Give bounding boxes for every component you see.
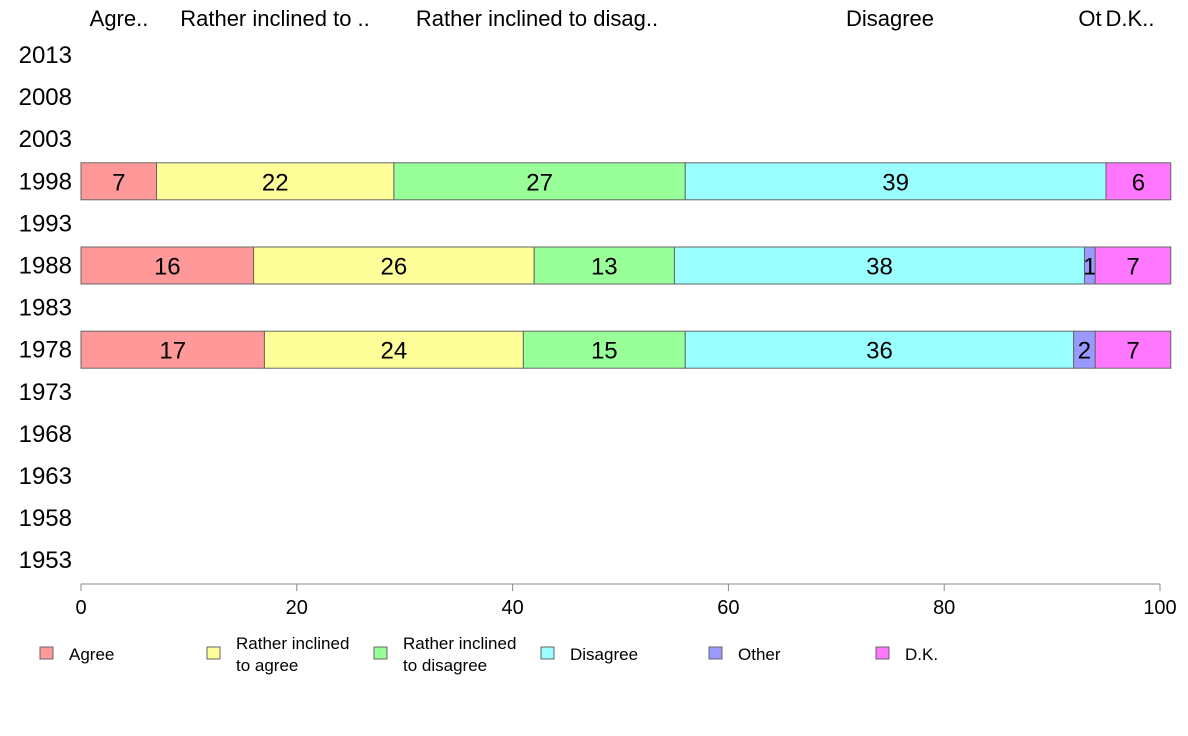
data-label-rather-inclined-to-disagree-1998: 27 (526, 169, 553, 196)
bar-segment-d-k-1988 (1094, 246, 1172, 285)
bar-segment-disagree-1978 (684, 330, 1075, 369)
data-label-rather-inclined-to-agree-1978: 24 (381, 338, 408, 365)
year-label-1953: 1953 (19, 547, 72, 574)
year-label-2008: 2008 (19, 84, 72, 111)
year-label-1983: 1983 (19, 295, 72, 322)
legend-swatch-other (708, 646, 723, 660)
data-label-disagree-1978: 36 (866, 338, 893, 365)
x-tick-label-100: 100 (1143, 597, 1176, 619)
data-label-disagree-1988: 38 (866, 254, 893, 281)
data-label-agree-1998: 7 (112, 169, 125, 196)
data-label-rather-inclined-to-disagree-1978: 15 (591, 338, 618, 365)
bar-segment-d-k-1998 (1105, 162, 1172, 201)
data-label-d-k-1988: 7 (1126, 254, 1139, 281)
legend-label-rather-inclined-to-agree-line-1: Rather inclined (236, 634, 349, 653)
year-label-1968: 1968 (19, 421, 72, 448)
x-tick-label-60: 60 (717, 597, 739, 619)
top-label-disagree: Disagree (846, 6, 934, 31)
top-label-rather-inclined-to: Rather inclined to .. (180, 6, 370, 31)
x-tick-label-80: 80 (933, 597, 955, 619)
bar-segment-agree-1998 (80, 162, 158, 201)
legend-swatch-agree (39, 646, 54, 660)
top-label-ot: Ot (1078, 6, 1101, 31)
legend-swatch-d-k (875, 646, 890, 660)
bar-segment-agree-1988 (80, 246, 255, 285)
x-tick-label-0: 0 (75, 597, 86, 619)
bar-segment-disagree-1998 (684, 162, 1107, 201)
legend-label-other: Other (738, 645, 781, 664)
legend-label-agree: Agree (69, 645, 114, 664)
year-label-1963: 1963 (19, 463, 72, 490)
top-label-agre: Agre.. (90, 6, 149, 31)
legend-swatch-rather-inclined-to-disagree (373, 646, 388, 660)
data-label-rather-inclined-to-disagree-1988: 13 (591, 254, 618, 281)
year-label-1988: 1988 (19, 253, 72, 280)
legend-swatch-disagree (540, 646, 555, 660)
legend-swatch-rather-inclined-to-agree (206, 646, 221, 660)
legend-label-rather-inclined-to-agree-line-2: to agree (236, 656, 298, 675)
legend-label-disagree: Disagree (570, 645, 638, 664)
year-label-1973: 1973 (19, 379, 72, 406)
bar-segment-rather-inclined-to-agree-1998 (156, 162, 395, 201)
data-label-disagree-1998: 39 (882, 169, 909, 196)
data-label-d-k-1978: 7 (1126, 338, 1139, 365)
bar-segment-disagree-1988 (673, 246, 1085, 285)
data-label-agree-1978: 17 (159, 338, 186, 365)
bar-segment-rather-inclined-to-disagree-1998 (393, 162, 686, 201)
year-label-2013: 2013 (19, 42, 72, 69)
data-label-rather-inclined-to-agree-1988: 26 (381, 254, 408, 281)
year-label-1978: 1978 (19, 337, 72, 364)
bar-segment-rather-inclined-to-disagree-1988 (533, 246, 675, 285)
data-label-d-k-1998: 6 (1132, 169, 1145, 196)
bar-segment-agree-1978 (80, 330, 265, 369)
bar-segment-rather-inclined-to-disagree-1978 (522, 330, 686, 369)
legend-label-rather-inclined-to-disagree-line-2: to disagree (403, 656, 487, 675)
x-tick-label-20: 20 (286, 597, 308, 619)
bar-segment-rather-inclined-to-agree-1988 (253, 246, 535, 285)
year-label-1993: 1993 (19, 210, 72, 237)
data-label-rather-inclined-to-agree-1998: 22 (262, 169, 289, 196)
bar-segment-rather-inclined-to-agree-1978 (263, 330, 524, 369)
data-label-other-1988: 1 (1083, 254, 1096, 281)
top-label-rather-inclined-to-disag: Rather inclined to disag.. (416, 6, 658, 31)
year-label-1998: 1998 (19, 168, 72, 195)
legend-label-rather-inclined-to-disagree-line-1: Rather inclined (403, 634, 516, 653)
bar-segment-d-k-1978 (1094, 330, 1172, 369)
data-label-other-1978: 2 (1078, 338, 1091, 365)
top-label-d-k: D.K.. (1106, 6, 1155, 31)
data-label-agree-1988: 16 (154, 254, 181, 281)
legend-label-d-k: D.K. (905, 645, 938, 664)
x-tick-label-40: 40 (501, 597, 523, 619)
year-label-2003: 2003 (19, 126, 72, 153)
year-label-1958: 1958 (19, 505, 72, 532)
